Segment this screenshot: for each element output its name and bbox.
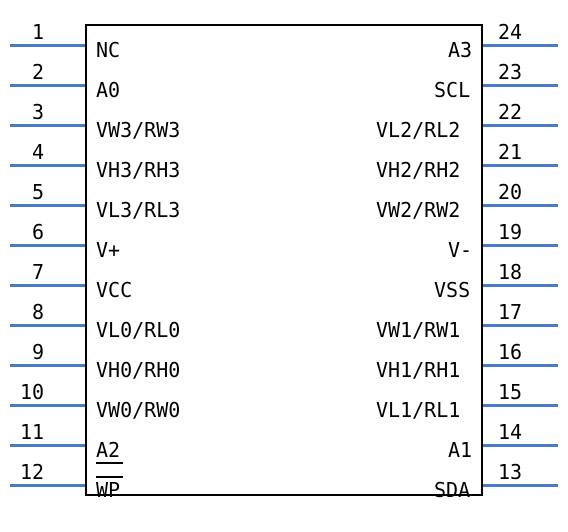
pin-number: 5: [32, 180, 44, 204]
pin-number: 18: [498, 260, 522, 284]
pin-line-right: [483, 404, 558, 407]
pin-line-right: [483, 284, 558, 287]
pin-number: 6: [32, 220, 44, 244]
pin-line-right: [483, 204, 558, 207]
pin-line-right: [483, 244, 558, 247]
pin-line-left: [10, 84, 85, 87]
pin-number: 12: [20, 460, 44, 484]
pin-number: 10: [20, 380, 44, 404]
pin-number: 4: [32, 140, 44, 164]
pin-label: SCL: [434, 78, 470, 102]
pin-line-right: [483, 164, 558, 167]
pin-line-left: [10, 204, 85, 207]
pin-line-left: [10, 364, 85, 367]
pin-number: 21: [498, 140, 522, 164]
pin-line-left: [10, 164, 85, 167]
pin-line-right: [483, 324, 558, 327]
pin-number: 19: [498, 220, 522, 244]
pin-number: 24: [498, 20, 522, 44]
pin-label: VCC: [96, 278, 132, 302]
label-underline: [96, 462, 123, 464]
pin-number: 3: [32, 100, 44, 124]
pin-line-left: [10, 44, 85, 47]
pin-line-left: [10, 124, 85, 127]
pin-label: VW2/RW2: [376, 198, 460, 222]
pin-number: 1: [32, 20, 44, 44]
pin-label: A2: [96, 438, 120, 462]
pin-number: 8: [32, 300, 44, 324]
pin-label: VH2/RH2: [376, 158, 460, 182]
pin-number: 23: [498, 60, 522, 84]
pin-label: WP: [96, 478, 120, 502]
pin-number: 17: [498, 300, 522, 324]
pin-line-left: [10, 324, 85, 327]
pin-number: 2: [32, 60, 44, 84]
pin-number: 22: [498, 100, 522, 124]
pin-number: 13: [498, 460, 522, 484]
pin-number: 11: [20, 420, 44, 444]
pin-line-right: [483, 484, 558, 487]
label-overline: [96, 476, 123, 478]
pin-line-right: [483, 84, 558, 87]
chip-body: [85, 24, 483, 496]
pin-label: NC: [96, 38, 120, 62]
pin-label: V-: [448, 238, 472, 262]
pin-label: VW1/RW1: [376, 318, 460, 342]
pin-label: A3: [448, 38, 472, 62]
pin-line-right: [483, 444, 558, 447]
pin-line-left: [10, 404, 85, 407]
pin-label: VL0/RL0: [96, 318, 180, 342]
pin-line-left: [10, 284, 85, 287]
pin-label: VW0/RW0: [96, 398, 180, 422]
pin-number: 20: [498, 180, 522, 204]
pin-number: 16: [498, 340, 522, 364]
pin-line-left: [10, 244, 85, 247]
pin-label: VH3/RH3: [96, 158, 180, 182]
pin-number: 7: [32, 260, 44, 284]
pin-label: VH1/RH1: [376, 358, 460, 382]
pin-number: 14: [498, 420, 522, 444]
pin-line-left: [10, 484, 85, 487]
pin-label: VW3/RW3: [96, 118, 180, 142]
pin-line-right: [483, 124, 558, 127]
pin-line-right: [483, 44, 558, 47]
pin-label: VL1/RL1: [376, 398, 460, 422]
pin-label: A1: [448, 438, 472, 462]
pin-label: SDA: [434, 478, 470, 502]
pin-label: V+: [96, 238, 120, 262]
pin-label: VL3/RL3: [96, 198, 180, 222]
pin-line-right: [483, 364, 558, 367]
pin-number: 15: [498, 380, 522, 404]
pin-label: A0: [96, 78, 120, 102]
pin-line-left: [10, 444, 85, 447]
pin-label: VL2/RL2: [376, 118, 460, 142]
pin-number: 9: [32, 340, 44, 364]
pin-label: VH0/RH0: [96, 358, 180, 382]
pin-label: VSS: [434, 278, 470, 302]
